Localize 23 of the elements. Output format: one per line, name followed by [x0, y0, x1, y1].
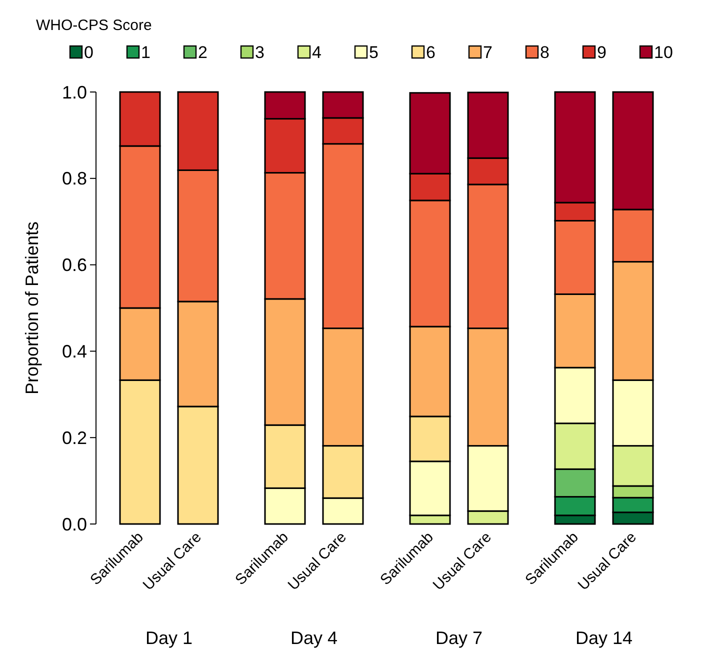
- legend-label: 9: [597, 42, 606, 62]
- legend-label: 0: [84, 42, 94, 62]
- y-tick-label: 0.6: [62, 255, 87, 276]
- x-axis-title: Day 7: [435, 628, 483, 648]
- y-tick-label: 0.0: [62, 514, 87, 534]
- legend-label: 3: [255, 42, 264, 62]
- legend-label: 4: [312, 42, 322, 62]
- x-axis-title: Day 14: [575, 628, 633, 648]
- legend-label: 10: [654, 42, 673, 62]
- legend-label: 2: [198, 42, 208, 62]
- legend-label: 6: [426, 42, 436, 62]
- legend-label: 5: [369, 42, 378, 62]
- y-tick-label: 0.2: [62, 428, 87, 448]
- y-tick-label: 0.8: [62, 168, 87, 189]
- y-axis-title: Proportion of Patients: [22, 221, 42, 395]
- legend-label: 8: [540, 42, 550, 62]
- x-axis-title: Day 4: [290, 628, 338, 648]
- legend-label: 1: [141, 42, 150, 62]
- legend-label: 7: [483, 42, 492, 62]
- y-tick-label: 0.4: [62, 342, 87, 362]
- legend-title: WHO-CPS Score: [36, 17, 152, 34]
- x-axis-title: Day 1: [145, 628, 193, 648]
- y-tick-label: 1.0: [62, 82, 87, 102]
